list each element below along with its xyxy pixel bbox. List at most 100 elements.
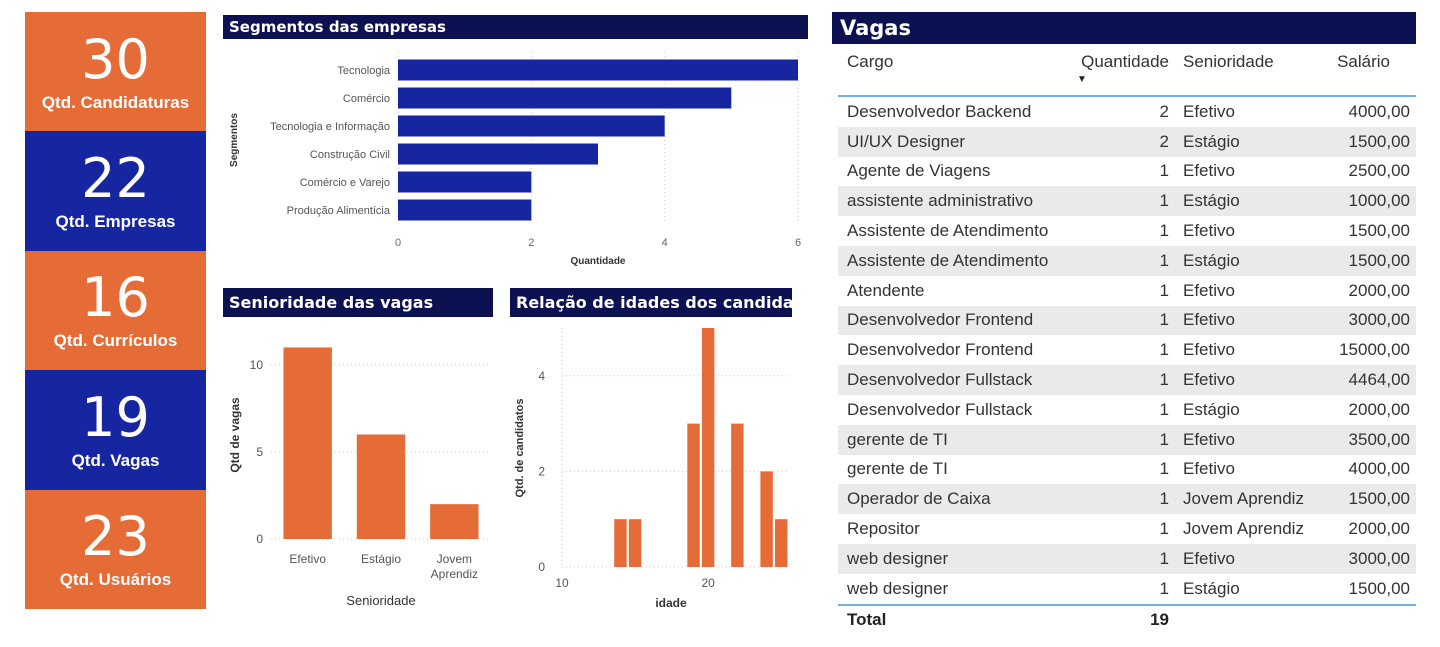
cell-quantidade: 1 <box>1077 484 1175 515</box>
x-axis-title: idade <box>655 596 687 610</box>
cell-salario: 2000,00 <box>1348 519 1410 539</box>
bar <box>398 115 665 137</box>
col-header-quantidade[interactable]: Quantidade ▼ <box>1077 44 1175 97</box>
bar <box>614 519 627 567</box>
cell-quantidade: 1 <box>1077 305 1175 336</box>
kpi-empresas[interactable]: 22 Qtd. Empresas <box>25 131 206 251</box>
kpi-label: Qtd. Currículos <box>53 331 178 351</box>
table-row[interactable]: UI/UX Designer 2 Estágio 1500,00 <box>838 126 1416 157</box>
kpi-column: 30 Qtd. Candidaturas 22 Qtd. Empresas 16… <box>25 12 206 609</box>
table-row[interactable]: assistente administrativo 1 Estágio 1000,00 <box>838 186 1416 217</box>
cell-quantidade: 1 <box>1077 543 1175 574</box>
table-row[interactable]: gerente de TI 1 Efetivo 4000,00 <box>838 455 1416 485</box>
table-row[interactable]: Operador de Caixa 1 Jovem Aprendiz 1500,00 <box>838 484 1416 515</box>
category-label: Estágio <box>361 552 401 566</box>
kpi-value: 22 <box>81 147 150 211</box>
cell-salario: 3000,00 <box>1317 305 1416 336</box>
cell-cargo: web designer <box>838 543 1077 574</box>
table-row[interactable]: Desenvolvedor Frontend 1 Efetivo 15000,00 <box>838 335 1416 365</box>
kpi-label: Qtd. Usuários <box>59 570 172 590</box>
bar <box>687 423 700 567</box>
bar <box>356 434 406 539</box>
kpi-value: 23 <box>81 505 150 569</box>
cell-senioridade: Efetivo <box>1183 101 1235 121</box>
bar <box>701 328 715 567</box>
table-row[interactable]: gerente de TI 1 Efetivo 3500,00 <box>838 424 1416 455</box>
cell-salario: 2500,00 <box>1348 161 1410 181</box>
table-row[interactable]: Assistente de Atendimento 1 Efetivo 1500,00 <box>838 216 1416 246</box>
x-axis-title: Quantidade <box>570 256 625 267</box>
y-tick-label: 0 <box>256 532 263 546</box>
x-tick-label: 2 <box>528 237 534 249</box>
category-label: Efetivo <box>289 552 326 566</box>
ages-bar-chart[interactable]: 0 2 4 10 20 idade Qtd. de candidatos <box>505 320 800 615</box>
cell-cargo: UI/UX Designer <box>838 126 1077 157</box>
col-header-salario[interactable]: Salário <box>1317 44 1416 97</box>
cell-senioridade: Efetivo <box>1183 280 1235 300</box>
cell-cargo: Desenvolvedor Fullstack <box>838 365 1077 395</box>
kpi-vagas[interactable]: 19 Qtd. Vagas <box>25 370 206 490</box>
y-tick-label: 2 <box>538 464 545 478</box>
col-header-cargo[interactable]: Cargo <box>838 44 1077 97</box>
col-header-senioridade[interactable]: Senioridade <box>1175 44 1317 97</box>
cell-cargo: gerente de TI <box>847 459 948 479</box>
kpi-value: 30 <box>81 27 150 91</box>
bar <box>398 171 532 193</box>
kpi-candidaturas[interactable]: 30 Qtd. Candidaturas <box>25 12 206 132</box>
cell-salario: 1500,00 <box>1317 126 1416 157</box>
cell-quantidade: 1 <box>1077 365 1175 395</box>
col-header-quantidade-label: Quantidade <box>1081 52 1169 71</box>
cell-quantidade: 1 <box>1159 161 1169 181</box>
cell-quantidade: 1 <box>1077 186 1175 217</box>
cell-senioridade: Jovem Aprendiz <box>1183 519 1304 539</box>
bar <box>398 143 598 165</box>
x-tick-label: 20 <box>701 576 715 590</box>
cell-cargo: Assistente de Atendimento <box>838 245 1077 276</box>
x-tick-label: 4 <box>662 237 668 249</box>
kpi-usuarios[interactable]: 23 Qtd. Usuários <box>25 489 206 609</box>
x-tick-label: 0 <box>395 237 401 249</box>
cell-cargo: Agente de Viagens <box>847 161 991 181</box>
cell-senioridade: Efetivo <box>1183 221 1235 241</box>
category-label: Tecnologia <box>337 65 390 77</box>
kpi-curriculos[interactable]: 16 Qtd. Currículos <box>25 250 206 371</box>
table-row[interactable]: web designer 1 Estágio 1500,00 <box>838 574 1416 605</box>
table-row[interactable]: Desenvolvedor Fullstack 1 Estágio 2000,00 <box>838 395 1416 425</box>
cell-quantidade: 1 <box>1077 424 1175 455</box>
seniority-bar-chart[interactable]: 0 5 10 Efetivo Estágio Jovem Aprendiz Seniorida… <box>223 320 498 615</box>
y-axis-title: Qtd. de candidatos <box>514 398 526 497</box>
cell-senioridade: Estágio <box>1175 126 1317 157</box>
cell-quantidade: 1 <box>1159 519 1169 539</box>
cell-cargo: Repositor <box>847 519 920 539</box>
cell-salario: 1000,00 <box>1317 186 1416 217</box>
cell-quantidade: 1 <box>1159 578 1169 598</box>
total-label: Total <box>838 603 1077 634</box>
category-label: Comércio e Varejo <box>300 177 390 189</box>
category-label: Produção Alimentícia <box>287 205 391 217</box>
cell-quantidade: 1 <box>1159 221 1169 241</box>
sort-desc-icon: ▼ <box>1077 74 1087 85</box>
cell-quantidade: 1 <box>1159 459 1169 479</box>
cell-salario: 15000,00 <box>1339 340 1410 360</box>
table-row[interactable]: Atendente 1 Efetivo 2000,00 <box>838 276 1416 306</box>
y-tick-label: 4 <box>538 369 545 383</box>
table-row[interactable]: Agente de Viagens 1 Efetivo 2500,00 <box>838 157 1416 187</box>
table-row[interactable]: Repositor 1 Jovem Aprendiz 2000,00 <box>838 514 1416 544</box>
table-row[interactable]: Assistente de Atendimento 1 Estágio 1500,00 <box>838 245 1416 276</box>
segments-bar-chart[interactable]: 0 2 4 6 Tecnologia Comércio Tecnologia e Infor… <box>223 40 813 275</box>
cell-quantidade: 2 <box>1159 101 1169 121</box>
cell-cargo: assistente administrativo <box>838 186 1077 217</box>
table-row[interactable]: Desenvolvedor Frontend 1 Efetivo 3000,00 <box>838 305 1416 336</box>
category-label: Jovem Aprendiz <box>431 552 478 581</box>
cell-quantidade: 1 <box>1077 245 1175 276</box>
cell-cargo: Desenvolvedor Backend <box>847 101 1032 121</box>
cell-senioridade: Efetivo <box>1175 424 1317 455</box>
table-row[interactable]: Desenvolvedor Fullstack 1 Efetivo 4464,00 <box>838 365 1416 395</box>
cell-cargo: Desenvolvedor Fullstack <box>847 399 1033 419</box>
total-empty <box>1317 603 1416 634</box>
cell-senioridade: Efetivo <box>1183 340 1235 360</box>
cell-salario: 4464,00 <box>1317 365 1416 395</box>
table-row[interactable]: Desenvolvedor Backend 2 Efetivo 4000,00 <box>838 96 1416 127</box>
table-row[interactable]: web designer 1 Efetivo 3000,00 <box>838 543 1416 574</box>
cell-salario: 3000,00 <box>1317 543 1416 574</box>
